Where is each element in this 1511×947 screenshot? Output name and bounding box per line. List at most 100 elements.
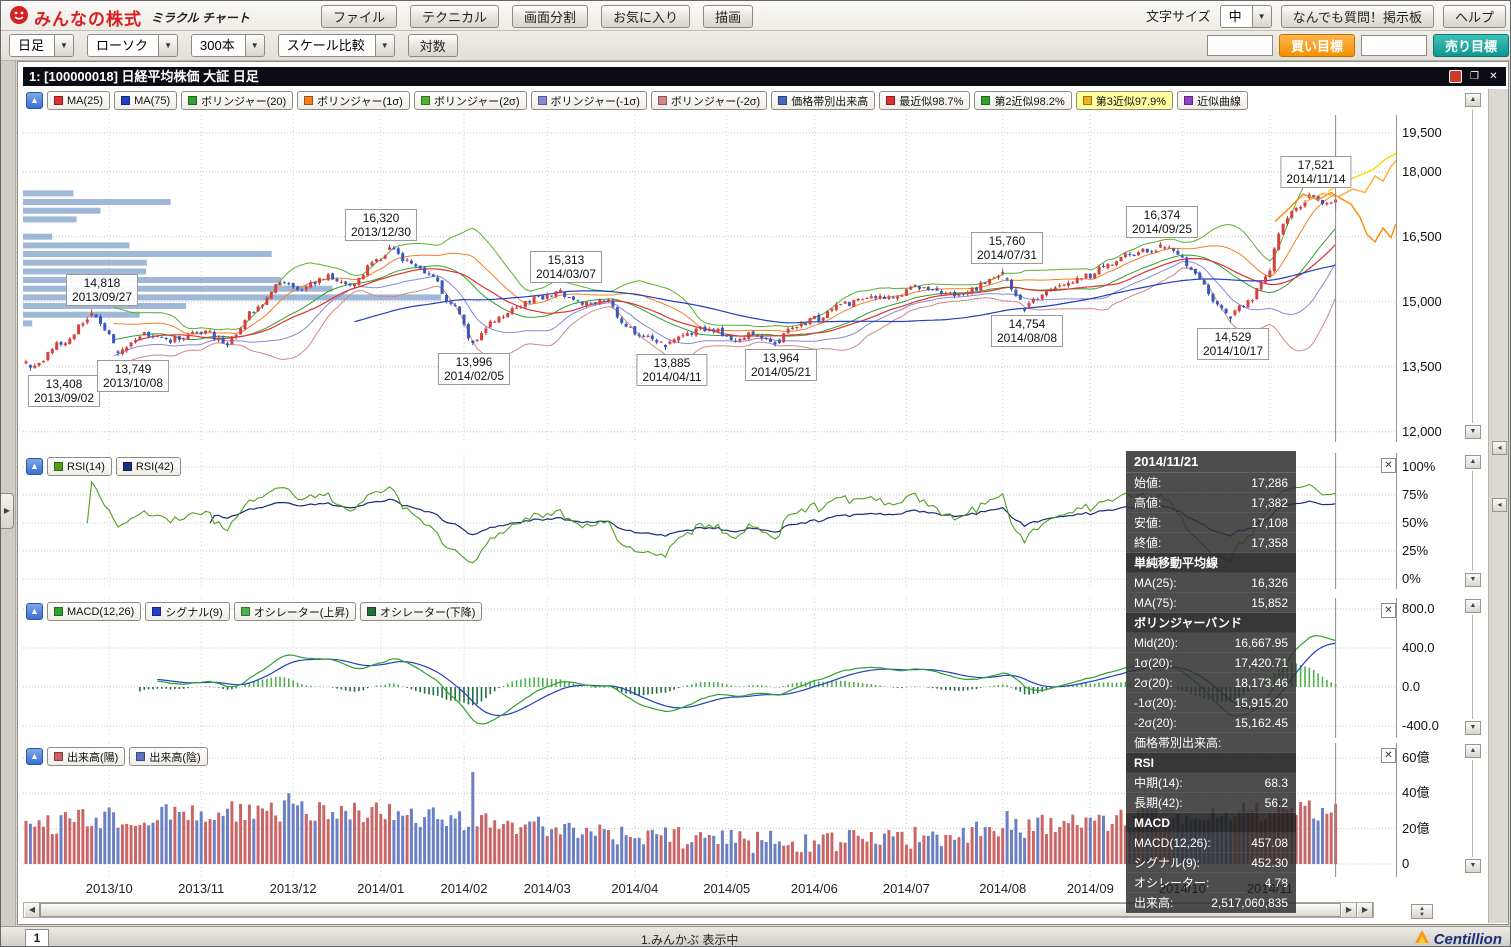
legend-label: 出来高(陽) bbox=[67, 751, 119, 764]
volume-scroll-up-icon[interactable]: ▲ bbox=[1465, 744, 1481, 758]
legend-price-0[interactable]: MA(25) bbox=[47, 91, 111, 110]
x-axis-label: 2014/05 bbox=[703, 881, 751, 896]
panel-expand-button[interactable]: ▲ bbox=[26, 458, 43, 475]
log-scale-button[interactable]: 対数 bbox=[407, 34, 458, 57]
menu-button-4[interactable]: 描画 bbox=[703, 5, 754, 28]
macd-panel-close-icon[interactable]: ✕ bbox=[1381, 603, 1396, 618]
maximize-icon[interactable]: ❐ bbox=[1470, 71, 1479, 82]
qa-board-button[interactable]: なんでも質問！掲示板 bbox=[1280, 5, 1434, 28]
chart-combo-3[interactable]: スケール比較 ▼ bbox=[277, 34, 395, 57]
legend-color-swatch bbox=[1184, 96, 1194, 105]
sell-target-button[interactable]: 売り目標 bbox=[1432, 34, 1509, 57]
panel-expand-button[interactable]: ▲ bbox=[26, 748, 43, 765]
legend-price-5[interactable]: ボリンジャー(-1σ) bbox=[530, 91, 647, 110]
legend-price-8[interactable]: 最近似98.7% bbox=[879, 91, 971, 110]
y-axis-label: 12,000 bbox=[1402, 423, 1442, 439]
legend-label: 第3近似97.9% bbox=[1095, 95, 1167, 108]
macd-scroll-up-icon[interactable]: ▲ bbox=[1465, 599, 1481, 613]
legend-price-6[interactable]: ボリンジャー(-2σ) bbox=[650, 91, 768, 110]
chart-title-bar[interactable]: 1: [100000018] 日経平均株価 大証 日足 ❐ ✕ bbox=[23, 67, 1506, 86]
macd-scroll-down-icon[interactable]: ▼ bbox=[1465, 721, 1481, 735]
panel-expand-button[interactable]: ▲ bbox=[26, 92, 43, 109]
buy-target-button[interactable]: 買い目標 bbox=[1278, 34, 1355, 57]
panel-resize-handle[interactable]: ◂ bbox=[1492, 498, 1507, 512]
panel-expand-button[interactable]: ▲ bbox=[26, 603, 43, 620]
price-scroll-down-icon[interactable]: ▼ bbox=[1465, 425, 1481, 439]
legend-label: ボリンジャー(-2σ) bbox=[670, 95, 761, 108]
volume-scroll-down-icon[interactable]: ▼ bbox=[1465, 859, 1481, 873]
legend-color-swatch bbox=[420, 96, 430, 105]
price-scroll-track[interactable] bbox=[1472, 109, 1473, 423]
legend-macd-3[interactable]: オシレーター(下降) bbox=[360, 602, 483, 621]
rsi-panel-close-icon[interactable]: ✕ bbox=[1381, 458, 1396, 473]
tooltip-label: オシレーター: bbox=[1134, 876, 1210, 890]
annotation-date: 2014/08/08 bbox=[996, 331, 1058, 345]
tooltip-value: 4.78 bbox=[1264, 876, 1288, 890]
vertical-fit-icon[interactable]: ▲ ▼ bbox=[1411, 904, 1433, 919]
legend-price-9[interactable]: 第2近似98.2% bbox=[974, 91, 1072, 110]
chart-toolbar: 日足 ▼ ローソク ▼ 300本 ▼ スケール比較 ▼ 対数 買い目標 売り目標 bbox=[1, 31, 1510, 61]
sell-target-input[interactable] bbox=[1360, 35, 1427, 56]
legend-label: RSI(42) bbox=[135, 460, 174, 473]
chevron-down-icon[interactable]: ▼ bbox=[244, 35, 264, 56]
legend-color-swatch bbox=[54, 607, 63, 616]
legend-macd-0[interactable]: MACD(12,26) bbox=[47, 602, 142, 621]
price-scroll-up-icon[interactable]: ▲ bbox=[1465, 93, 1481, 107]
menu-button-2[interactable]: 画面分割 bbox=[512, 5, 589, 28]
scroll-left-icon[interactable]: ◀ bbox=[24, 903, 40, 917]
legend-price-7[interactable]: 価格帯別出来高 bbox=[771, 91, 876, 110]
annotation-price: 13,885 bbox=[653, 356, 691, 370]
chevron-down-icon[interactable]: ▼ bbox=[374, 35, 394, 56]
snapshot-icon[interactable] bbox=[1449, 70, 1462, 83]
legend-rsi-1[interactable]: RSI(42) bbox=[115, 457, 181, 476]
chart-combo-1[interactable]: ローソク ▼ bbox=[87, 34, 179, 57]
legend-volume-1[interactable]: 出来高(陰) bbox=[129, 747, 208, 766]
horizontal-scrollbar[interactable]: ◀ ▶ ▶ bbox=[23, 902, 1374, 918]
chart-annotation: 15,313 2014/03/07 bbox=[529, 251, 603, 283]
menu-button-0[interactable]: ファイル bbox=[321, 5, 398, 28]
price-chart-canvas[interactable] bbox=[23, 115, 1397, 442]
legend-price-4[interactable]: ボリンジャー(2σ) bbox=[413, 91, 527, 110]
rsi-scroll-down-icon[interactable]: ▼ bbox=[1465, 573, 1481, 587]
legend-macd-1[interactable]: シグナル(9) bbox=[145, 602, 230, 621]
chart-tab-1[interactable]: 1 bbox=[25, 929, 49, 946]
legend-price-3[interactable]: ボリンジャー(1σ) bbox=[297, 91, 410, 110]
menu-button-3[interactable]: お気に入り bbox=[601, 5, 691, 28]
tooltip-label: -2σ(20): bbox=[1134, 716, 1177, 730]
chevron-down-icon[interactable]: ▼ bbox=[1251, 6, 1271, 27]
scrollbar-thumb[interactable] bbox=[40, 903, 1341, 917]
close-icon[interactable]: ✕ bbox=[1489, 71, 1498, 82]
legend-macd-2[interactable]: オシレーター(上昇) bbox=[233, 602, 357, 621]
legend-label: ボリンジャー(20) bbox=[201, 95, 287, 108]
buy-target-input[interactable] bbox=[1206, 35, 1273, 56]
volume-scroll-track[interactable] bbox=[1472, 760, 1473, 857]
legend-rsi-0[interactable]: RSI(14) bbox=[47, 457, 112, 476]
x-axis-label: 2013/12 bbox=[269, 881, 317, 896]
chevron-down-icon[interactable]: ▼ bbox=[158, 35, 178, 56]
chart-combo-0[interactable]: 日足 ▼ bbox=[9, 34, 75, 57]
scroll-end-icon[interactable]: ▶ bbox=[1357, 903, 1373, 917]
legend-price-1[interactable]: MA(75) bbox=[114, 91, 178, 110]
panel-resize-handle[interactable]: ◂ bbox=[1492, 441, 1507, 455]
legend-color-swatch bbox=[54, 96, 63, 105]
sidebar-expand-handle[interactable]: ▶ bbox=[1, 493, 14, 529]
rsi-scroll-track[interactable] bbox=[1472, 471, 1473, 571]
menu-button-1[interactable]: テクニカル bbox=[410, 5, 500, 28]
legend-price-10[interactable]: 第3近似97.9% bbox=[1075, 91, 1174, 110]
scroll-right-icon[interactable]: ▶ bbox=[1341, 903, 1357, 917]
chevron-down-icon[interactable]: ▼ bbox=[54, 35, 74, 56]
tooltip-label: ボリンジャーバンド bbox=[1134, 616, 1242, 630]
font-size-select[interactable]: 中 ▼ bbox=[1219, 5, 1272, 28]
annotation-price: 13,408 bbox=[45, 377, 83, 391]
tooltip-row: 長期(42): 56.2 bbox=[1126, 793, 1296, 813]
rsi-scroll-up-icon[interactable]: ▲ bbox=[1465, 455, 1481, 469]
help-button[interactable]: ヘルプ bbox=[1442, 5, 1506, 28]
legend-price-11[interactable]: 近似曲線 bbox=[1177, 91, 1249, 110]
volume-legend: ▲ 出来高(陽) 出来高(陰) bbox=[26, 747, 208, 766]
legend-volume-0[interactable]: 出来高(陽) bbox=[47, 747, 126, 766]
tooltip-row: 出来高: 2,517,060,835 bbox=[1126, 893, 1296, 913]
macd-scroll-track[interactable] bbox=[1472, 615, 1473, 719]
legend-price-2[interactable]: ボリンジャー(20) bbox=[181, 91, 294, 110]
volume-panel-close-icon[interactable]: ✕ bbox=[1381, 748, 1396, 763]
chart-combo-2[interactable]: 300本 ▼ bbox=[191, 34, 265, 57]
